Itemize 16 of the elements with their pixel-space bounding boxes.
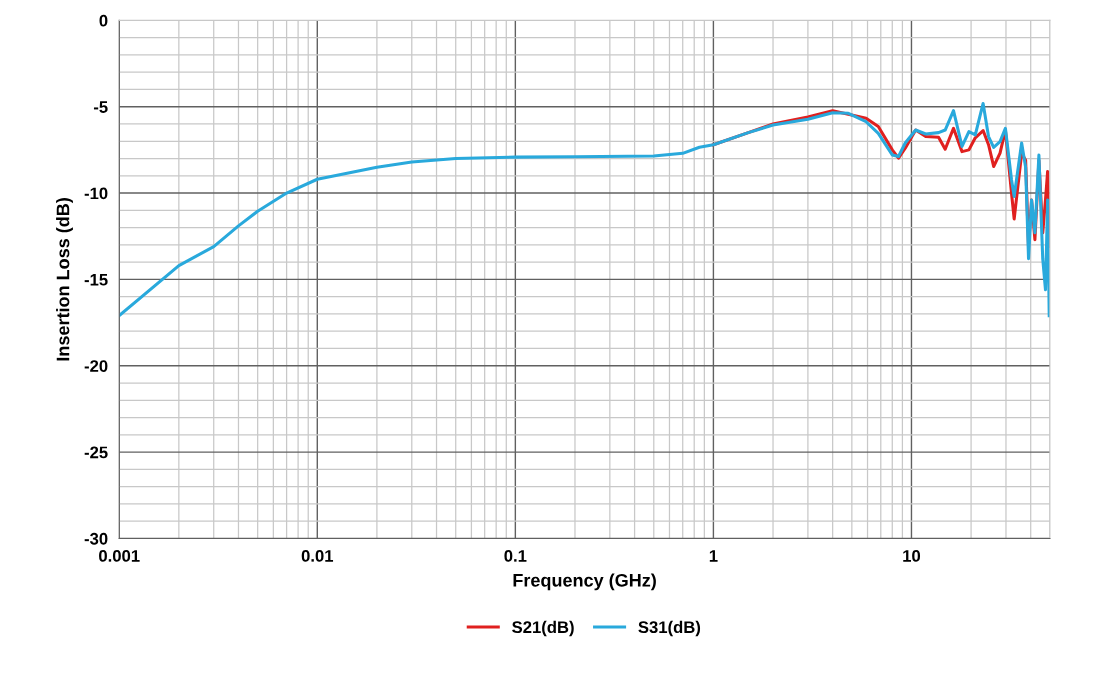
x-axis-title: Frequency (GHz)	[513, 573, 656, 591]
x-tick-label: 0.1	[504, 550, 527, 562]
legend-label: S31(dB)	[638, 620, 701, 637]
y-tick-label: -15	[84, 273, 108, 286]
y-tick-label: -10	[84, 187, 108, 200]
y-tick-label: -25	[84, 446, 108, 459]
x-tick-label: 0.01	[301, 550, 334, 562]
y-tick-label: -5	[93, 101, 108, 113]
y-tick-label: -20	[84, 360, 108, 372]
x-tick-label: 0.001	[99, 550, 140, 562]
x-tick-label: 10	[903, 550, 921, 562]
x-tick-label: 1	[709, 550, 718, 562]
y-axis-title: Insertion Loss (dB)	[56, 198, 73, 361]
y-tick-label: -30	[84, 532, 108, 545]
legend-label: S21(dB)	[512, 620, 574, 637]
y-tick-label: 0	[99, 14, 108, 27]
